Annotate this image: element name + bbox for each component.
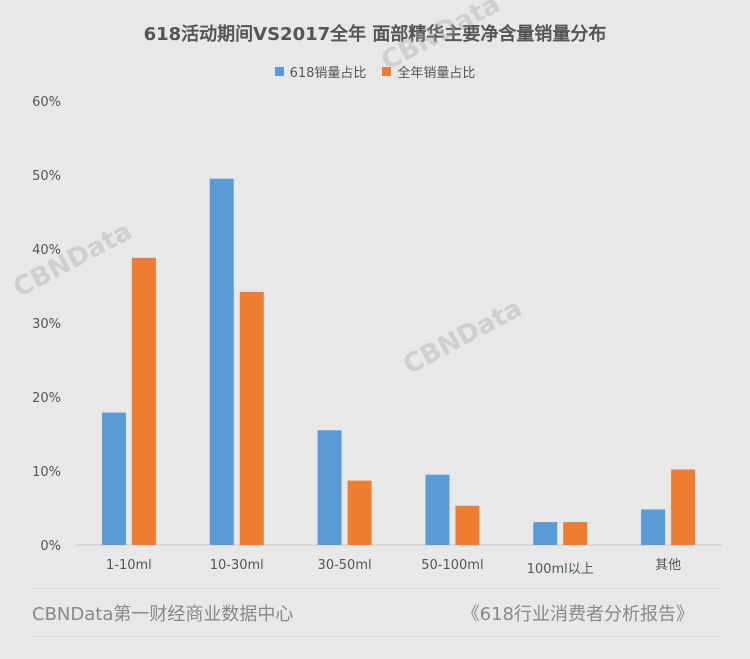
footer-divider-bottom bbox=[30, 636, 720, 637]
footer-divider-top bbox=[30, 588, 720, 589]
legend-label-annual: 全年销量占比 bbox=[397, 66, 476, 81]
y-tick-label: 20% bbox=[32, 391, 61, 406]
bar-618-2 bbox=[317, 430, 342, 545]
bar-annual-4 bbox=[563, 522, 588, 545]
bar-annual-3 bbox=[455, 505, 480, 545]
footer-report: 《618行业消费者分析报告》 bbox=[461, 604, 694, 625]
y-tick-label: 50% bbox=[32, 169, 61, 184]
y-tick-label: 0% bbox=[40, 539, 61, 554]
x-category-label: 30-50ml bbox=[318, 558, 372, 573]
bar-annual-5 bbox=[671, 469, 696, 545]
x-category-label: 50-100ml bbox=[421, 558, 483, 573]
legend-item-annual: 全年销量占比 bbox=[382, 62, 475, 81]
legend-swatch-annual bbox=[382, 67, 392, 76]
legend-swatch-618 bbox=[274, 67, 284, 76]
legend: 618销量占比 全年销量占比 bbox=[0, 62, 750, 81]
bar-618-3 bbox=[425, 474, 450, 545]
x-category-label: 10-30ml bbox=[210, 558, 264, 573]
bar-chart: 0% 10% 20% 30% 40% 50% 60% 1-10ml 10-30ml 30-50m… bbox=[32, 95, 722, 577]
bar-618-0 bbox=[101, 412, 126, 545]
bar-618-5 bbox=[641, 509, 666, 545]
x-category-label: 1-10ml bbox=[106, 558, 152, 573]
chart-title: 618活动期间VS2017全年 面部精华主要净含量销量分布 bbox=[143, 24, 607, 45]
bar-618-4 bbox=[533, 522, 558, 545]
x-category-label: 其他 bbox=[655, 558, 681, 573]
y-tick-label: 40% bbox=[32, 243, 61, 258]
legend-item-618: 618销量占比 bbox=[274, 62, 367, 81]
bar-618-1 bbox=[209, 178, 234, 545]
footer-source: CBNData第一财经商业数据中心 bbox=[32, 604, 294, 625]
bar-annual-1 bbox=[239, 291, 264, 545]
x-category-label: 100ml以上 bbox=[527, 562, 594, 577]
y-tick-label: 30% bbox=[32, 317, 61, 332]
bar-annual-2 bbox=[347, 480, 372, 545]
y-tick-label: 60% bbox=[32, 95, 61, 110]
legend-label-618: 618销量占比 bbox=[289, 66, 367, 81]
bar-annual-0 bbox=[131, 257, 156, 545]
y-tick-label: 10% bbox=[32, 465, 61, 480]
